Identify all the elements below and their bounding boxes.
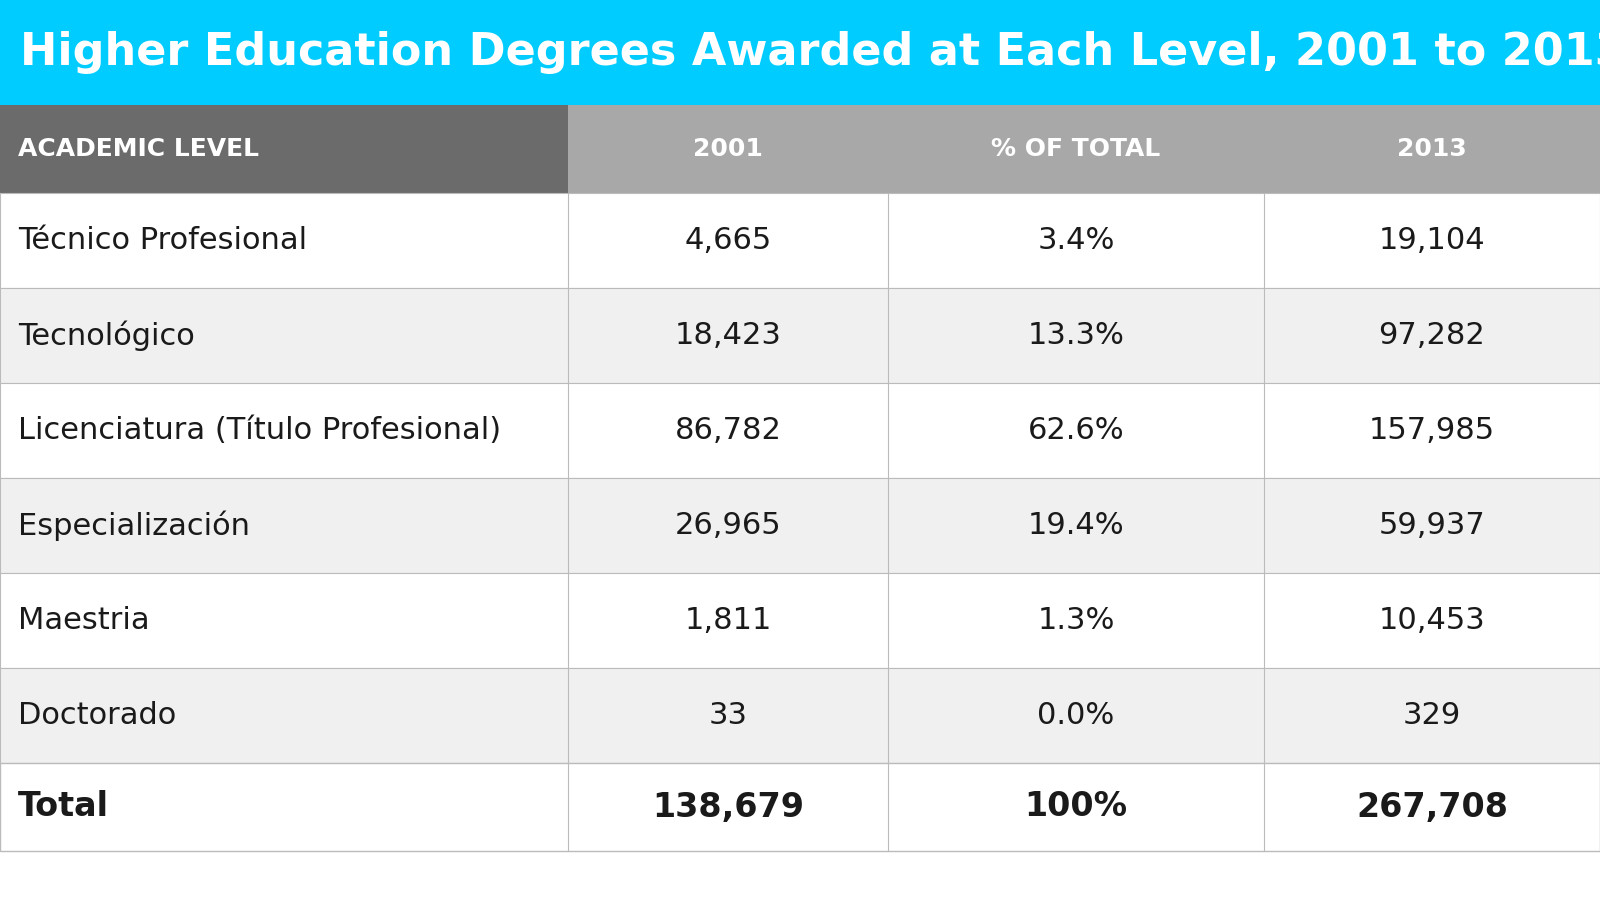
Text: 2001: 2001: [693, 137, 763, 161]
Text: 2013: 2013: [1397, 137, 1467, 161]
Bar: [0, 288, 1600, 383]
Text: Doctorado: Doctorado: [18, 701, 176, 730]
Bar: [0, 105, 568, 193]
Bar: [0, 668, 1600, 763]
Text: 62.6%: 62.6%: [1027, 416, 1125, 445]
Bar: [0, 478, 1600, 573]
Text: 0.0%: 0.0%: [1037, 701, 1115, 730]
Text: 86,782: 86,782: [675, 416, 781, 445]
Text: Total: Total: [18, 790, 109, 824]
Bar: [0, 851, 1600, 900]
Text: 329: 329: [1403, 701, 1461, 730]
Text: Maestria: Maestria: [18, 606, 150, 635]
Bar: [0, 0, 1600, 105]
Text: 157,985: 157,985: [1370, 416, 1494, 445]
Text: 100%: 100%: [1024, 790, 1128, 824]
Text: Licenciatura (Título Profesional): Licenciatura (Título Profesional): [18, 416, 501, 445]
Text: 138,679: 138,679: [653, 790, 805, 824]
Text: Técnico Profesional: Técnico Profesional: [18, 226, 307, 255]
Text: ACADEMIC LEVEL: ACADEMIC LEVEL: [18, 137, 259, 161]
Bar: [0, 383, 1600, 478]
Text: 26,965: 26,965: [675, 511, 781, 540]
Text: Higher Education Degrees Awarded at Each Level, 2001 to 2013: Higher Education Degrees Awarded at Each…: [19, 31, 1600, 74]
Text: 97,282: 97,282: [1379, 321, 1485, 350]
Text: 33: 33: [709, 701, 747, 730]
Text: % OF TOTAL: % OF TOTAL: [992, 137, 1160, 161]
Text: 4,665: 4,665: [685, 226, 771, 255]
Text: 1.3%: 1.3%: [1037, 606, 1115, 635]
Text: 59,937: 59,937: [1379, 511, 1485, 540]
Text: 19.4%: 19.4%: [1027, 511, 1125, 540]
Bar: [0, 193, 1600, 288]
Text: 3.4%: 3.4%: [1037, 226, 1115, 255]
Text: 267,708: 267,708: [1357, 790, 1507, 824]
Text: 19,104: 19,104: [1379, 226, 1485, 255]
Text: 10,453: 10,453: [1379, 606, 1485, 635]
Bar: [568, 105, 888, 193]
Text: 13.3%: 13.3%: [1027, 321, 1125, 350]
Text: 18,423: 18,423: [675, 321, 781, 350]
Text: Especialización: Especialización: [18, 510, 250, 541]
Bar: [0, 573, 1600, 668]
Bar: [1264, 105, 1600, 193]
Bar: [888, 105, 1264, 193]
Bar: [0, 763, 1600, 851]
Text: Tecnológico: Tecnológico: [18, 320, 195, 351]
Text: 1,811: 1,811: [685, 606, 771, 635]
